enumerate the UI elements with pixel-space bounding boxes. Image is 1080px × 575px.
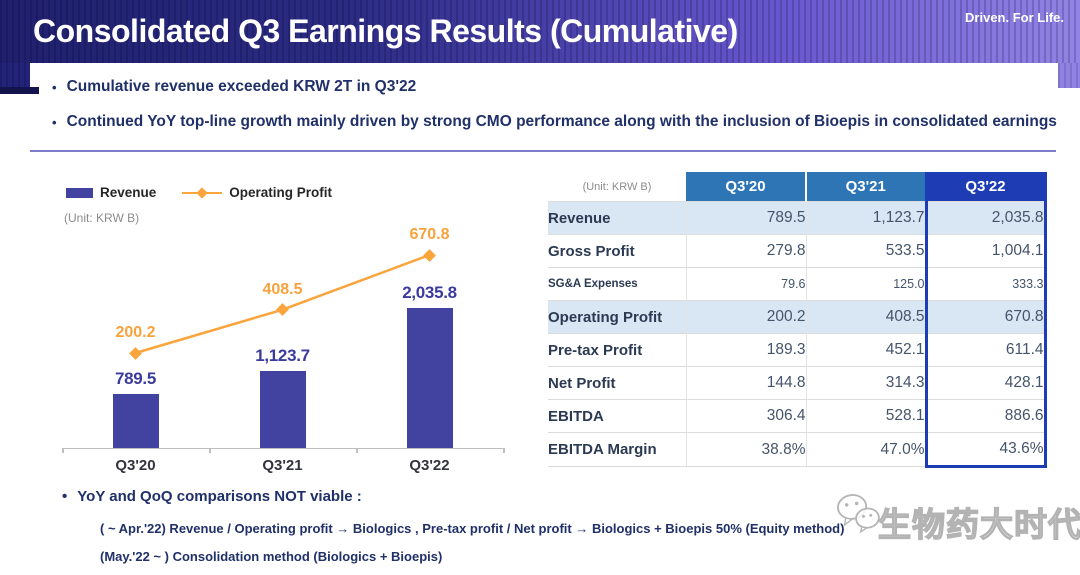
cell-value: 306.4: [685, 399, 806, 433]
watermark-text: 生物药大时代: [877, 505, 1080, 543]
footnote-title-text: YoY and QoQ comparisons NOT viable :: [77, 488, 362, 505]
cell-value: 79.6: [685, 267, 806, 301]
table-header-row: (Unit: KRW B) Q3'20 Q3'21 Q3'22: [548, 172, 1047, 202]
bar-value-label: 789.5: [114, 369, 157, 388]
row-label: EBITDA Margin: [548, 432, 686, 467]
cell-value: 670.8: [924, 300, 1047, 334]
x-axis-label: Q3'21: [262, 457, 303, 474]
footnote-line: (May.'22 ~ ) Consolidation method (Biolo…: [100, 549, 443, 564]
brand-tagline: Driven. For Life.: [965, 10, 1064, 25]
bullet-dot-icon: •: [52, 80, 57, 95]
page-title: Consolidated Q3 Earnings Results (Cumula…: [33, 13, 738, 49]
table-unit-label: (Unit: KRW B): [548, 172, 686, 202]
wechat-icon: [837, 494, 880, 534]
cell-value: 200.2: [685, 300, 806, 334]
cell-value: 144.8: [685, 366, 806, 400]
footnote-line: ( ~ Apr.'22) Revenue / Operating profit …: [100, 521, 845, 536]
bullet-text: Continued YoY top-line growth mainly dri…: [66, 113, 1057, 130]
legend-label: Revenue: [100, 185, 157, 200]
cell-value: 611.4: [924, 333, 1047, 367]
axis-tick: [62, 448, 64, 453]
column-header-q322: Q3'22: [924, 172, 1047, 202]
row-label: EBITDA: [548, 399, 686, 433]
cell-value: 125.0: [805, 267, 926, 301]
axis-tick: [503, 448, 505, 453]
cell-value: 2,035.8: [924, 201, 1047, 235]
header-left-extension: [0, 63, 30, 87]
header-right-extension: [1058, 63, 1080, 88]
row-label: Net Profit: [548, 366, 686, 400]
row-label: Pre-tax Profit: [548, 333, 686, 367]
revenue-bar: [112, 394, 159, 448]
cell-value: 528.1: [805, 399, 926, 433]
legend-label: Operating Profit: [229, 185, 333, 200]
section-divider: [30, 150, 1056, 152]
table-row: Operating Profit 200.2 408.5 670.8: [548, 300, 1047, 334]
line-value-label: 200.2: [115, 324, 156, 341]
table-row: Revenue 789.5 1,123.7 2,035.8: [548, 201, 1047, 235]
cell-value: 789.5: [685, 201, 806, 235]
axis-tick: [356, 448, 358, 453]
line-value-label: 670.8: [409, 226, 450, 243]
cell-value: 38.8%: [685, 432, 806, 467]
table-row: EBITDA 306.4 528.1 886.6: [548, 399, 1047, 433]
table-row: Pre-tax Profit 189.3 452.1 611.4: [548, 333, 1047, 367]
revenue-bar: [259, 371, 306, 448]
bar-value-label: 1,123.7: [255, 346, 310, 365]
bullet-dot-icon: •: [62, 488, 68, 505]
revenue-swatch-icon: [66, 187, 93, 198]
bullet-dot-icon: •: [52, 115, 57, 130]
cell-value: 189.3: [685, 333, 806, 367]
header-step-accent: [0, 87, 39, 94]
cell-value: 1,123.7: [805, 201, 926, 235]
header-band: Consolidated Q3 Earnings Results (Cumula…: [0, 0, 1080, 63]
cell-value: 886.6: [924, 399, 1047, 433]
operating-profit-swatch-icon: [182, 186, 223, 199]
cell-value: 1,004.1: [924, 234, 1047, 268]
cell-value: 452.1: [805, 333, 926, 367]
financial-table: (Unit: KRW B) Q3'20 Q3'21 Q3'22 Revenue …: [548, 172, 1047, 468]
column-header-q321: Q3'21: [805, 172, 926, 202]
line-value-label: 408.5: [262, 280, 303, 298]
watermark: 生物药大时代: [836, 486, 1080, 558]
revenue-bar: [406, 308, 453, 448]
row-label: Gross Profit: [548, 234, 686, 268]
row-label: Revenue: [548, 201, 686, 235]
cell-value: 279.8: [685, 234, 806, 268]
column-header-q320: Q3'20: [686, 172, 806, 202]
cell-value: 47.0%: [805, 432, 926, 467]
bullet-text: Cumulative revenue exceeded KRW 2T in Q3…: [66, 78, 417, 95]
bar-value-label: 2,035.8: [402, 283, 457, 302]
cell-value: 533.5: [805, 234, 926, 268]
bullet-item: • Cumulative revenue exceeded KRW 2T in …: [52, 78, 1057, 97]
table-row: EBITDA Margin 38.8% 47.0% 43.6%: [548, 432, 1047, 468]
cell-value: 428.1: [924, 366, 1047, 400]
table-row: SG&A Expenses 79.6 125.0 333.3: [548, 267, 1047, 301]
table-row: Gross Profit 279.8 533.5 1,004.1: [548, 234, 1047, 268]
legend-item-operating-profit: Operating Profit: [182, 185, 332, 200]
x-axis-label: Q3'20: [115, 457, 156, 474]
axis-tick: [209, 448, 211, 453]
cell-value: 314.3: [805, 366, 926, 400]
cell-value: 43.6%: [924, 432, 1047, 468]
summary-bullets: • Cumulative revenue exceeded KRW 2T in …: [52, 78, 1057, 148]
x-axis-label: Q3'22: [409, 457, 450, 474]
table-row: Net Profit 144.8 314.3 428.1: [548, 366, 1047, 400]
row-label: Operating Profit: [548, 300, 686, 334]
footnote-title: • YoY and QoQ comparisons NOT viable :: [62, 488, 362, 505]
combo-chart-plot-area: 789.5 1,123.7 2,035.8 200.2 408.5 670.8 Q3'20 Q…: [62, 226, 505, 474]
legend-item-revenue: Revenue: [66, 185, 156, 200]
cell-value: 333.3: [924, 267, 1047, 301]
row-label: SG&A Expenses: [548, 267, 686, 301]
cell-value: 408.5: [805, 300, 926, 334]
chart-unit-label: (Unit: KRW B): [64, 211, 140, 225]
chart-legend: Revenue Operating Profit: [66, 185, 332, 200]
bullet-item: • Continued YoY top-line growth mainly d…: [52, 113, 1057, 132]
